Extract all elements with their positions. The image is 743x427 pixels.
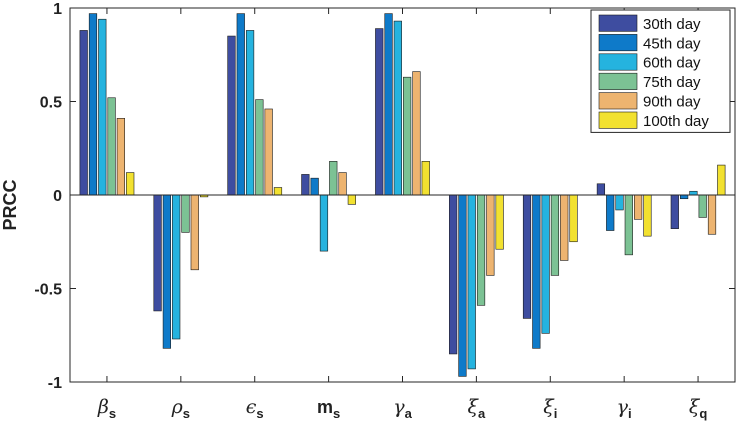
x-tick-label: γi — [617, 396, 632, 421]
bar — [449, 194, 458, 355]
bar — [338, 172, 347, 196]
bar — [596, 183, 606, 196]
legend-label: 45th day — [643, 35, 701, 52]
y-tick-label: -1 — [48, 375, 62, 392]
bar — [126, 172, 135, 196]
bar — [98, 18, 107, 196]
bar — [486, 194, 495, 276]
x-tick-label: ξi — [543, 396, 557, 421]
x-tick-label: ms — [317, 397, 340, 421]
bar — [310, 177, 319, 196]
bar — [393, 20, 402, 196]
legend: 30th day 45th day 60th day 75th day 90th day… — [590, 9, 731, 133]
bar — [615, 194, 624, 211]
bar — [467, 194, 476, 370]
y-tick-label: 0 — [53, 188, 62, 205]
bar — [255, 99, 264, 196]
bar — [301, 174, 310, 196]
bars-layer — [79, 13, 726, 377]
bar — [634, 194, 643, 220]
legend-label: 90th day — [643, 94, 701, 111]
legend-label: 30th day — [643, 16, 701, 33]
bar — [458, 194, 467, 377]
legend-label: 100th day — [643, 113, 709, 130]
bar — [375, 28, 384, 196]
bar — [606, 194, 615, 231]
bar — [707, 194, 717, 235]
bar — [717, 164, 726, 196]
legend-label: 60th day — [643, 55, 701, 72]
bar — [643, 194, 652, 237]
bar — [550, 194, 560, 276]
bar — [624, 194, 633, 256]
bar — [347, 194, 356, 205]
x-tick-label: ρs — [171, 396, 190, 421]
bar — [421, 161, 430, 196]
bar — [532, 194, 541, 349]
x-tick-label: ϵs — [246, 396, 264, 421]
y-axis-label: PRCC — [0, 179, 20, 230]
bar — [245, 30, 255, 196]
bar — [670, 194, 679, 229]
bar — [236, 13, 245, 196]
x-tick-label: βs — [97, 396, 116, 421]
y-tick-label: 0.5 — [40, 95, 62, 112]
bar — [153, 194, 162, 312]
bar — [88, 13, 98, 196]
bar — [116, 118, 125, 196]
bar — [569, 194, 578, 243]
bar — [412, 71, 421, 196]
bar — [181, 194, 190, 233]
bar — [689, 190, 698, 196]
axes-layer: -1 -0.5 0 0.5 1 βs ρs ϵs ms γa ξa ξi γi ξq — [34, 1, 736, 421]
bar — [162, 194, 171, 349]
x-tick-label: γa — [393, 396, 412, 421]
legend-swatch — [598, 53, 638, 71]
bar — [403, 76, 412, 196]
legend-label: 75th day — [643, 74, 701, 91]
y-tick-label: 1 — [53, 1, 62, 18]
y-tick-label: -0.5 — [34, 282, 62, 299]
bar — [698, 194, 707, 218]
bar — [264, 108, 273, 196]
bar — [522, 194, 532, 319]
bar — [273, 187, 283, 196]
legend-swatch — [598, 14, 638, 32]
bar — [107, 97, 116, 196]
bar — [79, 30, 88, 196]
bar — [560, 194, 569, 261]
legend-swatch — [598, 92, 638, 110]
bar — [476, 194, 486, 306]
legend-swatch — [598, 72, 638, 90]
x-tick-label: ξa — [468, 396, 486, 421]
legend-swatch — [598, 34, 638, 52]
bar — [384, 13, 393, 196]
bar — [329, 161, 338, 196]
bar — [190, 194, 199, 271]
bar — [541, 194, 550, 334]
bar — [495, 194, 504, 250]
bar — [227, 35, 236, 196]
bar — [172, 194, 181, 340]
bar — [680, 194, 689, 200]
legend-swatch — [598, 111, 638, 129]
bar — [319, 194, 329, 252]
x-tick-label: ξq — [689, 396, 707, 421]
